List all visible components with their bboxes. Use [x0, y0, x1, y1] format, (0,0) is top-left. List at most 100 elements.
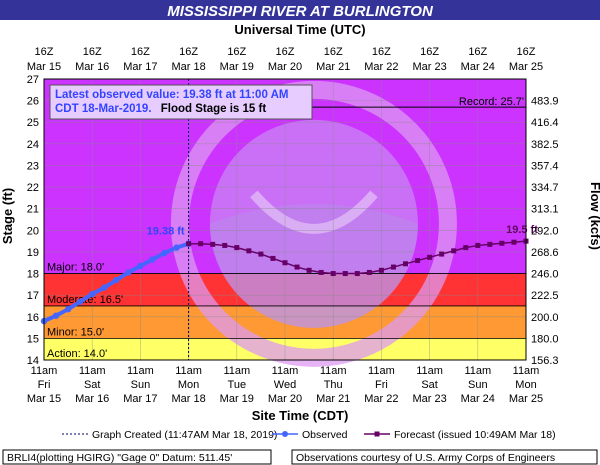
info-line-2-flood-stage: Flood Stage is 15 ft — [161, 103, 267, 115]
forecast-point — [270, 255, 276, 261]
observed-point — [173, 244, 180, 251]
flood-category-label-1: Minor: 15.0' — [47, 326, 104, 338]
forecast-point — [222, 242, 228, 248]
top-tick-time: 16Z — [131, 46, 150, 58]
footer-left-box — [2, 449, 272, 465]
bottom-tick-date: Mar 25 — [509, 393, 543, 405]
observed-point — [64, 306, 72, 313]
forecast-point — [282, 260, 288, 266]
footer-right-box — [291, 449, 598, 465]
bottom-tick-time: 11am — [513, 365, 540, 377]
seal-ring — [170, 80, 457, 367]
bottom-tick-date: Mar 18 — [171, 393, 205, 405]
top-tick-time: 16Z — [468, 46, 487, 58]
observed-point — [125, 269, 132, 276]
info-line-1: Latest observed value: 19.38 ft at 11:00… — [55, 89, 289, 101]
y-tick-label: 22 — [27, 182, 39, 194]
info-line-2-date: CDT 18-Mar-2019. — [55, 103, 152, 115]
top-tick-date: Mar 21 — [316, 61, 350, 73]
y2-tick-label: 156.3 — [531, 355, 559, 367]
bottom-tick-time: 11am — [368, 365, 395, 377]
y-tick-label: 16 — [27, 312, 39, 324]
top-axis-title: Universal Time (UTC) — [234, 22, 365, 37]
forecast-point — [511, 239, 517, 245]
forecast-point — [499, 240, 505, 246]
y-tick-label: 14 — [27, 355, 39, 367]
footer-datum: BRLI4(plotting HGIRG) "Gage 0" Datum: 51… — [7, 452, 232, 464]
bottom-tick-day: Wed — [274, 379, 296, 391]
y2-axis-title: Flow (kcfs) — [588, 182, 600, 250]
forecast-point — [246, 248, 252, 254]
top-tick-time: 16Z — [372, 46, 391, 58]
bottom-tick-day: Tue — [228, 379, 247, 391]
y2-tick-label: 483.9 — [531, 96, 559, 108]
bottom-tick-time: 11am — [272, 365, 299, 377]
top-tick-time: 16Z — [179, 46, 198, 58]
forecast-point — [234, 245, 240, 251]
y2-tick-label: 222.5 — [531, 290, 559, 302]
forecast-point — [463, 245, 469, 251]
bottom-tick-time: 11am — [464, 365, 491, 377]
top-tick-date: Mar 19 — [220, 61, 254, 73]
bottom-tick-day: Sun — [468, 379, 488, 391]
y-tick-label: 26 — [27, 96, 39, 108]
forecast-point — [439, 251, 445, 257]
forecast-point — [198, 241, 204, 247]
forecast-point — [475, 242, 481, 248]
forecast-point — [330, 271, 336, 277]
bottom-tick-date: Mar 15 — [27, 393, 61, 405]
record-label: Record: 25.7' — [459, 96, 524, 108]
bottom-tick-date: Mar 19 — [220, 393, 254, 405]
bottom-tick-day: Mon — [178, 379, 199, 391]
forecast-point — [210, 241, 216, 247]
forecast-point — [366, 269, 372, 275]
y-tick-label: 18 — [27, 269, 39, 281]
x-axis-title: Site Time (CDT) — [252, 408, 349, 423]
legend-forecast-marker — [374, 431, 380, 437]
y-tick-label: 25 — [27, 117, 39, 129]
top-tick-time: 16Z — [83, 46, 102, 58]
observed-point — [137, 262, 144, 270]
bottom-tick-day: Thu — [324, 379, 343, 391]
observed-point — [149, 256, 156, 263]
forecast-point — [354, 271, 360, 277]
y-tick-label: 17 — [27, 290, 39, 302]
top-tick-date: Mar 17 — [123, 61, 157, 73]
forecast-point — [342, 271, 348, 277]
y2-tick-label: 382.5 — [531, 139, 559, 151]
observed-point — [113, 276, 120, 284]
forecast-point — [403, 261, 408, 267]
bottom-tick-time: 11am — [127, 365, 154, 377]
y-tick-label: 19 — [27, 247, 39, 259]
title-bar — [0, 0, 600, 20]
y2-tick-label: 334.7 — [531, 182, 559, 194]
observed-point — [89, 290, 96, 298]
y-axis-title: Stage (ft) — [0, 188, 15, 244]
observed-value-label: 19.38 ft — [147, 226, 185, 238]
bottom-tick-date: Mar 21 — [316, 393, 350, 405]
top-tick-date: Mar 16 — [75, 61, 109, 73]
forecast-point — [318, 269, 324, 275]
info-line-2: CDT 18-Mar-2019. Flood Stage is 15 ft — [55, 103, 266, 115]
observed-point — [76, 298, 84, 305]
chart-title: MISSISSIPPI RIVER AT BURLINGTON — [167, 3, 434, 20]
y2-tick-label: 313.1 — [531, 204, 559, 216]
forecast-point — [306, 267, 312, 273]
bottom-tick-time: 11am — [223, 365, 250, 377]
bottom-tick-time: 11am — [175, 365, 202, 377]
forecast-point — [390, 264, 396, 270]
y2-tick-label: 357.4 — [531, 160, 559, 172]
y2-tick-label: 246.0 — [531, 269, 559, 281]
forecast-point — [451, 248, 457, 254]
legend: Graph Created (11:47AM Mar 18, 2019) Obs… — [62, 429, 556, 441]
bottom-tick-time: 11am — [320, 365, 347, 377]
forecast-point — [294, 264, 300, 270]
footer-source: Observations courtesy of U.S. Army Corps… — [296, 452, 555, 464]
top-tick-time: 16Z — [517, 46, 536, 58]
info-box — [49, 84, 313, 120]
bottom-tick-day: Sat — [84, 379, 101, 391]
top-tick-date: Mar 20 — [268, 61, 302, 73]
legend-created-label: Graph Created (11:47AM Mar 18, 2019) — [92, 429, 277, 441]
